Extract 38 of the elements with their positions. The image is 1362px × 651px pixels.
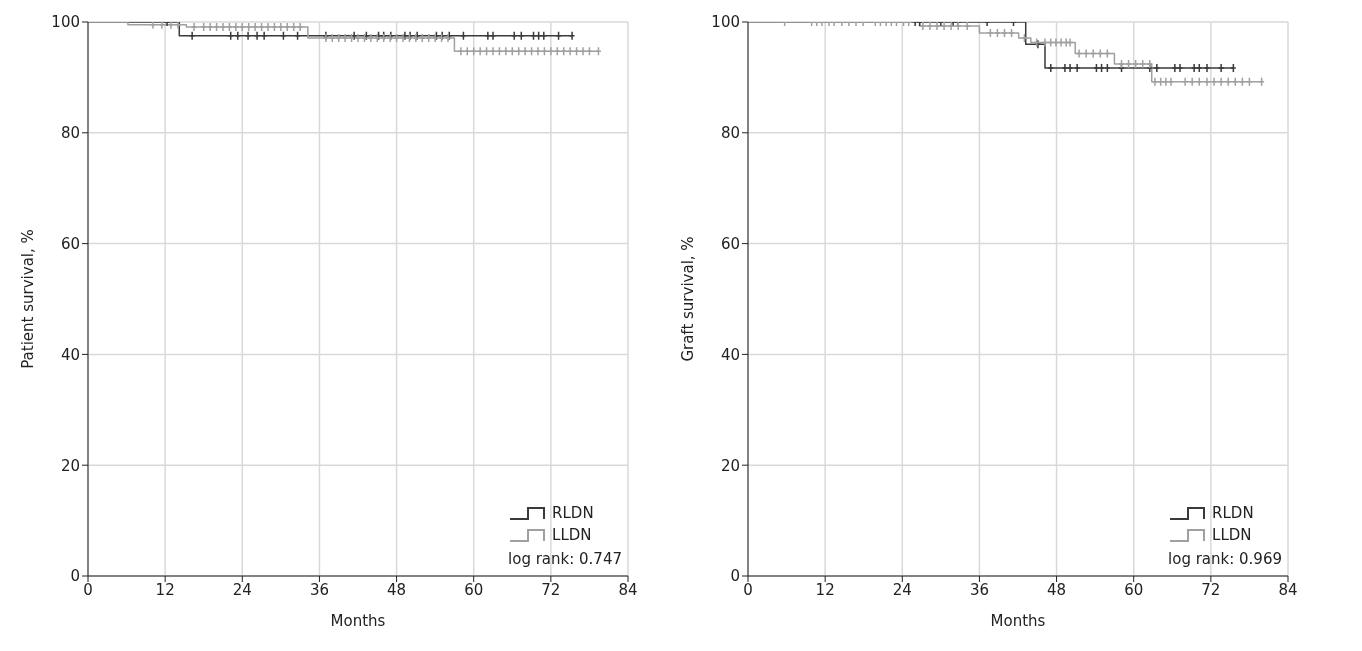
- y-tick-label: 60: [60, 234, 80, 253]
- y-tick-label: 0: [70, 567, 80, 586]
- x-tick-label: 72: [541, 580, 561, 599]
- x-tick-label: 60: [464, 580, 484, 599]
- y-tick-label: 40: [60, 345, 80, 364]
- legend-label: LLDN: [552, 526, 592, 544]
- x-tick-label: 24: [892, 580, 912, 599]
- x-axis-title: Months: [990, 612, 1046, 630]
- x-tick-label: 0: [743, 580, 753, 599]
- x-axis-title: Months: [330, 612, 386, 630]
- annotation: log rank: 0.969: [1168, 550, 1282, 568]
- y-tick-label: 100: [51, 13, 80, 32]
- x-tick-label: 84: [618, 580, 638, 599]
- legend-label: RLDN: [1212, 504, 1254, 522]
- y-axis-title: Patient survival, %: [19, 229, 38, 369]
- x-tick-label: 24: [232, 580, 252, 599]
- x-tick-label: 48: [1047, 580, 1067, 599]
- y-tick-label: 40: [720, 345, 740, 364]
- y-tick-label: 100: [711, 13, 740, 32]
- y-axis-title: Graft survival, %: [679, 236, 698, 362]
- y-tick-label: 80: [720, 124, 740, 143]
- x-tick-label: 60: [1124, 580, 1144, 599]
- x-tick-label: 84: [1278, 580, 1298, 599]
- legend-label: RLDN: [552, 504, 594, 522]
- y-tick-label: 60: [720, 234, 740, 253]
- y-tick-label: 0: [730, 567, 740, 586]
- y-tick-label: 20: [60, 456, 80, 475]
- x-tick-label: 12: [815, 580, 835, 599]
- x-tick-label: 36: [309, 580, 329, 599]
- x-tick-label: 72: [1201, 580, 1221, 599]
- x-tick-label: 48: [387, 580, 407, 599]
- legend-label: LLDN: [1212, 526, 1252, 544]
- x-tick-label: 0: [83, 580, 93, 599]
- y-tick-label: 20: [720, 456, 740, 475]
- x-tick-label: 12: [155, 580, 175, 599]
- annotation: log rank: 0.747: [508, 550, 622, 568]
- y-tick-label: 80: [60, 124, 80, 143]
- x-tick-label: 36: [969, 580, 989, 599]
